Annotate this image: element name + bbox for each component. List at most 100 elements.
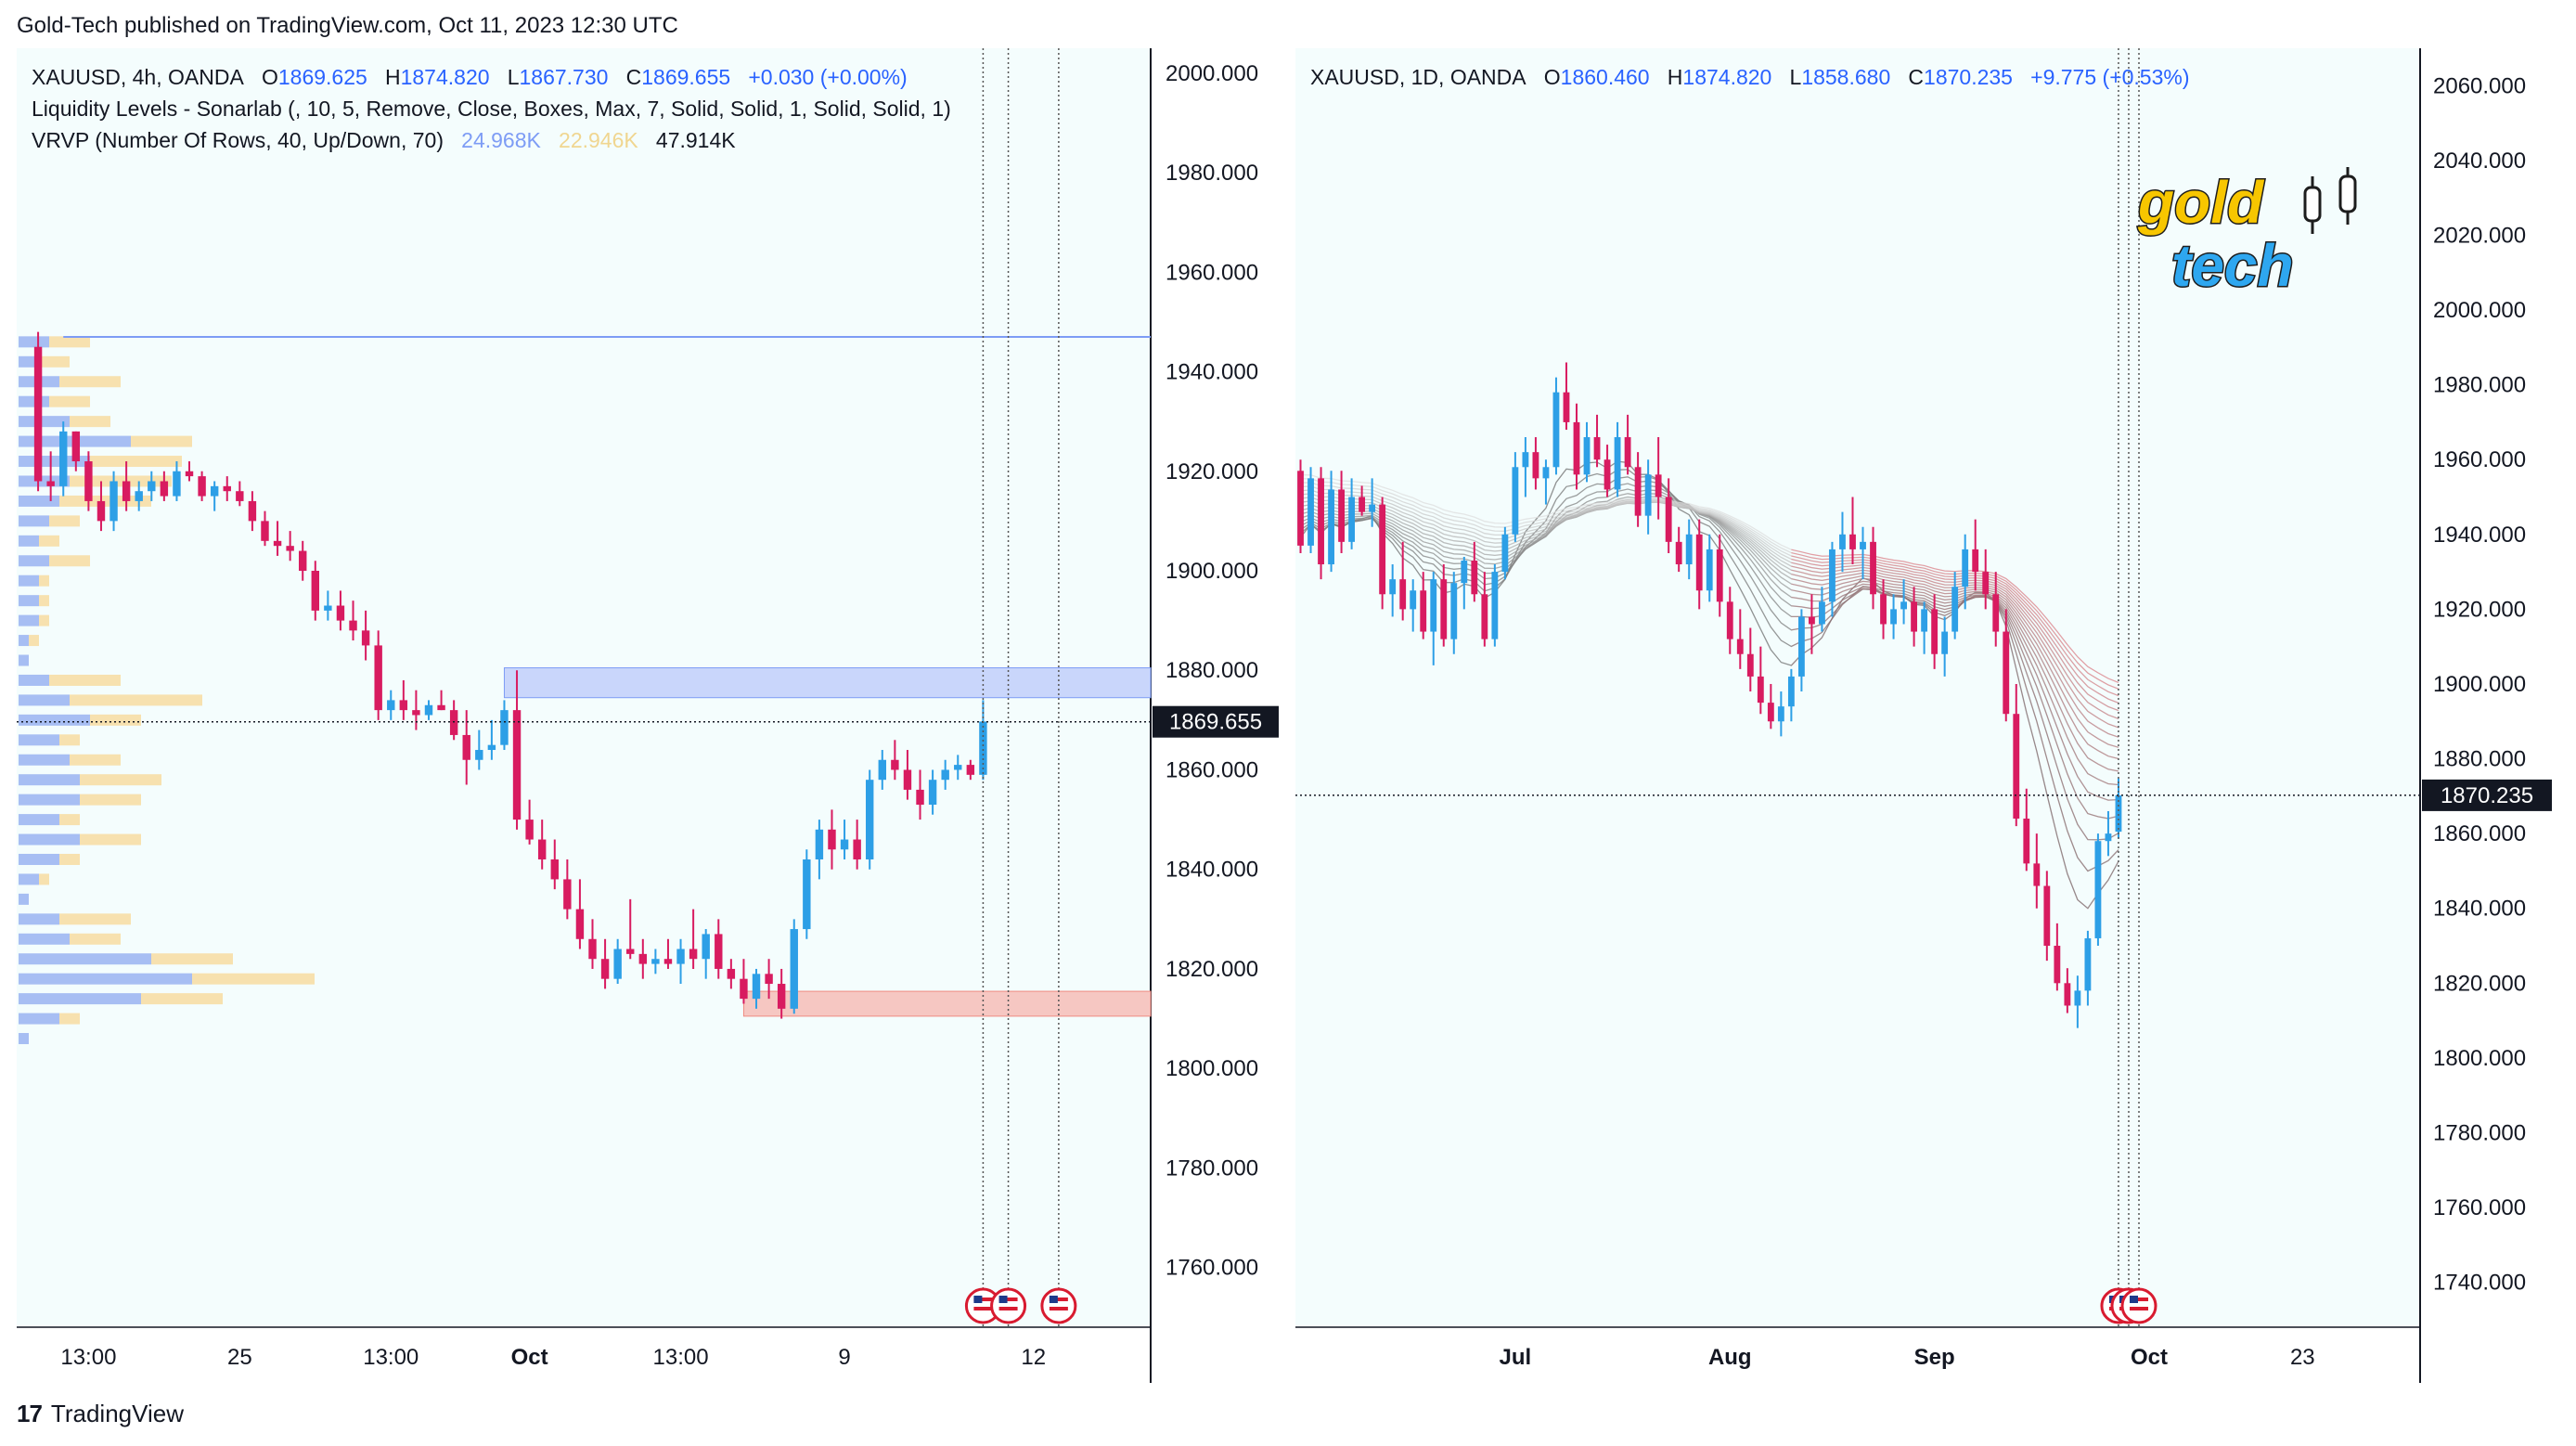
candle-body [475, 750, 483, 760]
right-open: 1860.460 [1560, 65, 1650, 89]
x-tick-label: Sep [1914, 1345, 1955, 1370]
vrvp-up-bar [19, 933, 70, 945]
y-tick-label: 1960.000 [1166, 260, 1258, 285]
vrvp-down-bar [59, 913, 131, 925]
right-high: 1874.820 [1682, 65, 1772, 89]
tradingview-footer[interactable]: 17 TradingView [17, 1400, 184, 1428]
vrvp-down-bar [59, 1013, 80, 1025]
indicator-vrvp[interactable]: VRVP (Number Of Rows, 40, Up/Down, 70) [32, 128, 444, 152]
candle-body [588, 938, 597, 960]
right-price-axis[interactable] [2422, 48, 2576, 1327]
candle-body [135, 491, 143, 501]
x-tick-label: 25 [227, 1345, 252, 1370]
vrvp-down-bar [39, 535, 59, 547]
candle-body [1787, 676, 1795, 707]
y-tick-label: 1980.000 [2433, 373, 2526, 398]
candle-body [790, 929, 798, 1009]
vrvp-up-bar [19, 355, 39, 368]
y-tick-label: 1820.000 [1166, 957, 1258, 982]
y-tick-label: 1960.000 [2433, 447, 2526, 472]
x-tick-label: Oct [2131, 1345, 2168, 1370]
candle-body [715, 934, 723, 969]
candle-body [1972, 549, 1979, 573]
right-low: 1858.680 [1801, 65, 1891, 89]
candle-body [2003, 631, 2010, 715]
candle-body [651, 959, 660, 964]
ema-ribbon-line [1300, 478, 2119, 690]
vrvp-up-bar [19, 575, 39, 587]
candle-body [1809, 616, 1815, 625]
vrvp-down-bar [80, 774, 161, 786]
candle-body [765, 974, 773, 985]
vrvp-down-bar [39, 355, 70, 368]
left-ohlc-row: XAUUSD, 4h, OANDA O1869.625 H1874.820 L1… [32, 61, 951, 93]
vrvp-down-bar [59, 734, 80, 746]
y-tick-label: 1900.000 [2433, 672, 2526, 697]
vrvp-down-bar [80, 833, 141, 846]
ema-ribbon-line [1299, 460, 2119, 910]
candle-body [1471, 561, 1478, 595]
x-tick-label: 13:00 [363, 1345, 419, 1370]
publish-header: Gold-Tech published on TradingView.com, … [17, 13, 678, 38]
candle-body [1614, 437, 1621, 490]
candle-body [160, 481, 169, 497]
candle-body [979, 721, 987, 775]
candle-body [261, 521, 269, 541]
candle-body [1736, 639, 1744, 654]
candle-body [148, 481, 156, 492]
candle-body [537, 839, 547, 859]
candle-body [663, 959, 673, 964]
flag-stripe [2130, 1298, 2148, 1301]
candle-body [777, 984, 786, 1009]
vrvp-up-bar [19, 754, 70, 766]
candle-body [815, 829, 824, 859]
y-tick-label: 1920.000 [2433, 597, 2526, 622]
vrvp-up-bar [19, 674, 49, 686]
left-price-axis[interactable] [1153, 48, 1295, 1327]
logo-text-gold: gold [2137, 169, 2265, 236]
candle-body [512, 710, 522, 820]
flag-stripe [998, 1298, 1018, 1301]
vrvp-down-bar [59, 376, 121, 388]
logo-candles-icon [2303, 167, 2357, 234]
last-price-tag-label: 1869.655 [1169, 710, 1262, 735]
candle-body [198, 476, 206, 497]
right-chart-pane[interactable] [1295, 48, 2420, 1327]
vrvp-up-bar [19, 555, 49, 567]
right-symbol[interactable]: XAUUSD, 1D, OANDA [1310, 65, 1526, 89]
flag-canton [2130, 1296, 2138, 1303]
vrvp-up-bar [19, 614, 39, 626]
right-o-label: O [1543, 65, 1561, 89]
candle-body [689, 949, 698, 960]
candle-body [1716, 549, 1723, 602]
candle-body [412, 710, 420, 716]
candle-body [349, 620, 357, 631]
candle-body [1726, 601, 1733, 639]
candle-body [324, 605, 332, 611]
vrvp-down-volume: 22.946K [559, 128, 638, 152]
right-ohlc-row: XAUUSD, 1D, OANDA O1860.460 H1874.820 L1… [1310, 61, 2190, 93]
y-tick-label: 2060.000 [2433, 73, 2526, 98]
right-legend: XAUUSD, 1D, OANDA O1860.460 H1874.820 L1… [1310, 61, 2190, 93]
vrvp-up-bar [19, 873, 39, 885]
y-tick-label: 1920.000 [1166, 459, 1258, 484]
y-tick-label: 2020.000 [2433, 223, 2526, 248]
candle-body [727, 968, 736, 979]
candle-body [928, 780, 937, 806]
candle-body [449, 710, 458, 735]
flag-stripe [998, 1307, 1018, 1310]
candle-body [97, 500, 106, 522]
vrvp-up-bar [19, 416, 70, 428]
vrvp-up-bar [19, 973, 192, 985]
vrvp-up-bar [19, 475, 70, 487]
indicator-liquidity-levels[interactable]: Liquidity Levels - Sonarlab (, 10, 5, Re… [32, 97, 951, 121]
candle-body [1522, 452, 1529, 468]
candle-body [59, 431, 68, 486]
candle-body [1583, 437, 1591, 475]
candle-body [424, 704, 433, 716]
flag-stripe [1049, 1298, 1068, 1301]
candle-body [903, 769, 912, 790]
candle-body [1307, 478, 1314, 546]
left-symbol[interactable]: XAUUSD, 4h, OANDA [32, 65, 244, 89]
candle-body [462, 734, 470, 760]
